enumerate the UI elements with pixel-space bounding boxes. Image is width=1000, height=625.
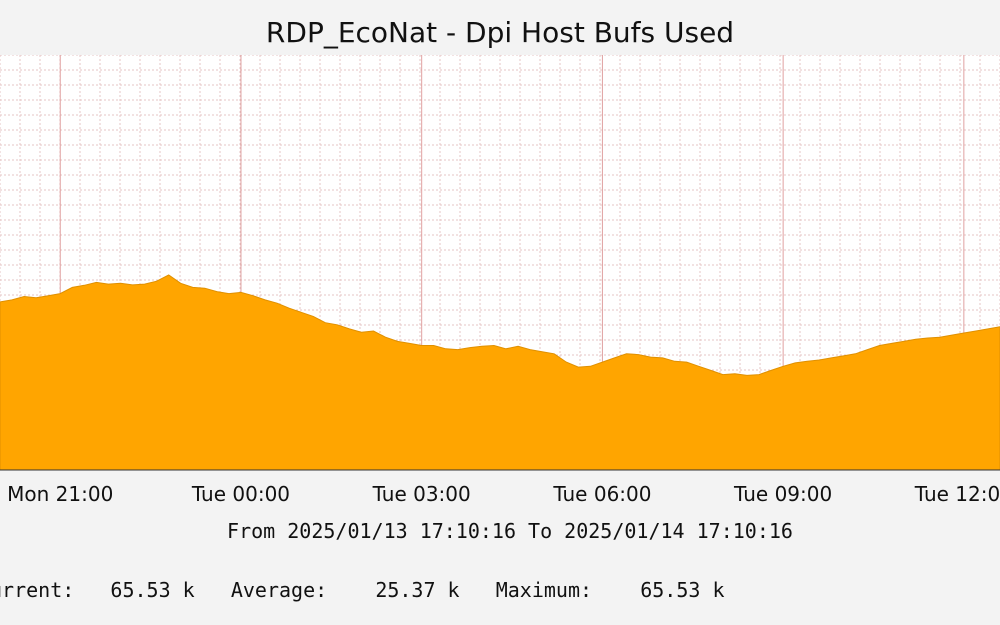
x-tick-label: Tue 09:00 [734,482,833,506]
area-series [0,274,1000,471]
x-tick-label: Tue 12:00 [914,482,1000,506]
x-tick-label: Tue 06:00 [553,482,652,506]
chart-title: RDP_EcoNat - Dpi Host Bufs Used [265,16,735,49]
x-tick-label: Tue 03:00 [372,482,471,506]
stats-summary: urrent: 65.53 k Average: 25.37 k Maximum… [0,578,725,602]
x-tick-label: Mon 21:00 [7,482,114,506]
area-layer [0,274,1000,471]
date-range-text: From 2025/01/13 17:10:16 To 2025/01/14 1… [227,519,793,543]
chart-plot [0,55,1000,471]
x-tick-label: Tue 00:00 [191,482,291,506]
